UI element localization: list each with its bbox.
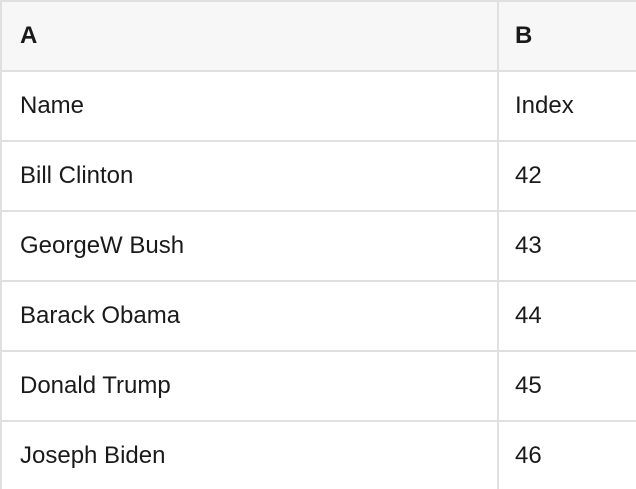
table-cell-index[interactable]: Index	[499, 72, 636, 140]
table-cell-index[interactable]: 42	[499, 142, 636, 210]
table-cell-index[interactable]: 43	[499, 212, 636, 280]
table-row: Name Index	[2, 72, 636, 142]
table-cell-index[interactable]: 44	[499, 282, 636, 350]
cell-text: Bill Clinton	[20, 162, 134, 189]
table-cell-name[interactable]: Bill Clinton	[2, 142, 499, 210]
cell-text: 46	[515, 441, 542, 469]
table-cell-index[interactable]: 45	[499, 352, 636, 420]
cell-text: Joseph Biden	[20, 441, 166, 469]
table-cell-index[interactable]: 46	[499, 422, 636, 489]
cell-text: 45	[515, 372, 542, 399]
cell-text: Index	[515, 92, 574, 119]
cell-text: Donald Trump	[20, 372, 171, 399]
column-header-a[interactable]: A	[2, 2, 499, 70]
table-row: Bill Clinton 42	[2, 142, 636, 212]
cell-text: 44	[515, 302, 542, 329]
column-header-a-label: A	[20, 22, 38, 49]
table-row: Joseph Biden 46	[2, 422, 636, 489]
cell-text: 43	[515, 232, 542, 259]
column-header-b-label: B	[515, 22, 533, 49]
cell-text: Name	[20, 92, 85, 119]
cell-text: Barack Obama	[20, 302, 181, 329]
table-cell-name[interactable]: Barack Obama	[2, 282, 499, 350]
table-cell-name[interactable]: Donald Trump	[2, 352, 499, 420]
cell-text: 42	[515, 162, 542, 189]
table-row: Barack Obama 44	[2, 282, 636, 352]
table-cell-name[interactable]: Joseph Biden	[2, 422, 499, 489]
table-cell-name[interactable]: GeorgeW Bush	[2, 212, 499, 280]
table-row: GeorgeW Bush 43	[2, 212, 636, 282]
table-cell-name[interactable]: Name	[2, 72, 499, 140]
table-header-row: A B	[2, 2, 636, 72]
table-row: Donald Trump 45	[2, 352, 636, 422]
column-header-b[interactable]: B	[499, 2, 636, 70]
cell-text: GeorgeW Bush	[20, 232, 185, 259]
